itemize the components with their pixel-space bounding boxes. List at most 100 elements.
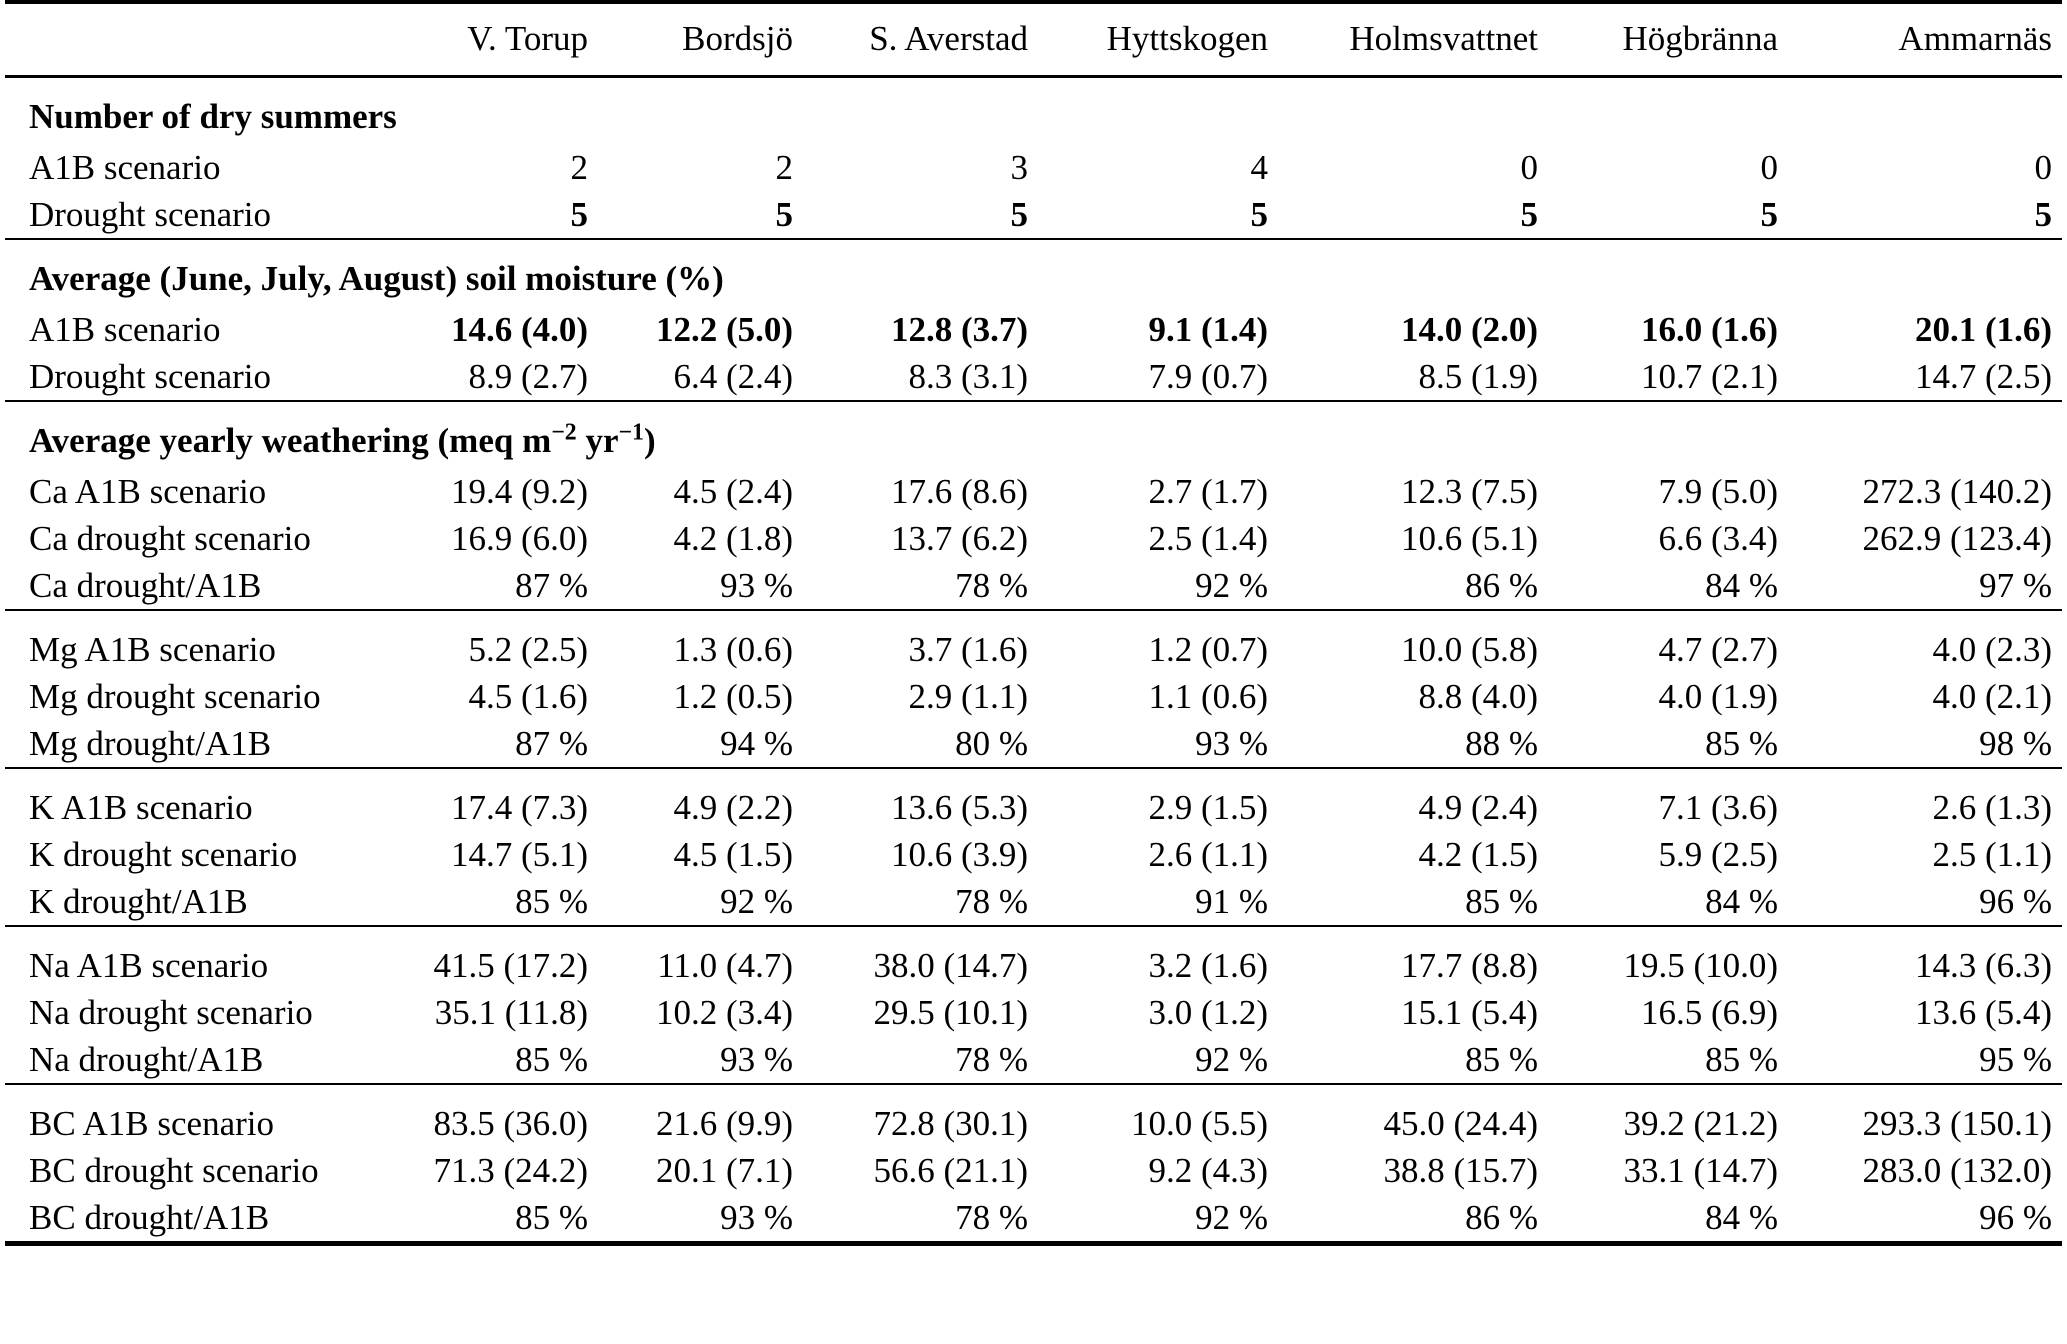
site-column-header: Hyttskogen xyxy=(1038,2,1278,78)
value-cell: 14.3 (6.3) xyxy=(1788,925,2062,989)
site-column-header: Högbränna xyxy=(1548,2,1788,78)
value-cell: 39.2 (21.2) xyxy=(1548,1083,1788,1147)
value-cell: 85 % xyxy=(515,1198,588,1237)
section-title: Average (June, July, August) soil moistu… xyxy=(5,238,2062,306)
table-header: V. Torup Bordsjö S. Averstad Hyttskogen Holm… xyxy=(5,2,2062,78)
value-cell: 8.3 (3.1) xyxy=(908,357,1028,396)
value-cell: 1.2 (0.5) xyxy=(673,677,793,716)
value-cell: 93 % xyxy=(1195,724,1268,763)
site-column-header: V. Torup xyxy=(430,2,598,78)
value-cell: 4.0 (2.3) xyxy=(1788,609,2062,673)
value-cell: 72.8 (30.1) xyxy=(803,1083,1038,1147)
value-cell: 85 % xyxy=(1465,882,1538,921)
value-cell: 4.7 (2.7) xyxy=(1548,609,1788,673)
value-cell: 87 % xyxy=(515,724,588,763)
value-cell: 4.2 (1.5) xyxy=(1418,835,1538,874)
value-cell: 8.9 (2.7) xyxy=(468,357,588,396)
value-cell: 5 xyxy=(1760,195,1779,234)
value-cell: 78 % xyxy=(955,1040,1028,1079)
value-cell: 4.5 (1.6) xyxy=(468,677,588,716)
value-cell: 2.9 (1.5) xyxy=(1038,767,1278,831)
column-header-row: V. Torup Bordsjö S. Averstad Hyttskogen Holm… xyxy=(5,2,2062,78)
value-cell: 85 % xyxy=(1705,1040,1778,1079)
value-cell: 1.3 (0.6) xyxy=(598,609,803,673)
value-cell: 5.9 (2.5) xyxy=(1658,835,1778,874)
site-column-header: Ammarnäs xyxy=(1788,2,2062,78)
value-cell: 3.0 (1.2) xyxy=(1148,993,1268,1032)
value-cell: 14.7 (5.1) xyxy=(450,835,588,874)
value-cell: 98 % xyxy=(1979,724,2052,763)
value-cell: 33.1 (14.7) xyxy=(1623,1151,1778,1190)
value-cell: 20.1 (7.1) xyxy=(655,1151,793,1190)
value-cell: 11.0 (4.7) xyxy=(598,925,803,989)
site-column-header: S. Averstad xyxy=(803,2,1038,78)
value-cell: 283.0 (132.0) xyxy=(1862,1151,2052,1190)
value-cell: 56.6 (21.1) xyxy=(873,1151,1028,1190)
value-cell: 9.1 (1.4) xyxy=(1148,310,1268,349)
row-label: Mg drought/A1B xyxy=(29,724,272,763)
table-row: K A1B scenario 17.4 (7.3) 4.9 (2.2) 13.6 (5… xyxy=(5,767,2062,831)
value-cell: 86 % xyxy=(1465,566,1538,605)
table-row: Na drought/A1B 85 % 93 % 78 % 92 % 85 % 85 % 95… xyxy=(5,1036,2062,1084)
value-cell: 2.6 (1.1) xyxy=(1148,835,1268,874)
value-cell: 97 % xyxy=(1979,566,2052,605)
value-cell: 88 % xyxy=(1465,724,1538,763)
value-cell: 14.7 (2.5) xyxy=(1914,357,2052,396)
value-cell: 92 % xyxy=(1195,566,1268,605)
value-cell: 2.5 (1.4) xyxy=(1148,519,1268,558)
value-cell: 1.2 (0.7) xyxy=(1038,609,1278,673)
value-cell: 14.0 (2.0) xyxy=(1400,310,1538,349)
row-label: BC drought scenario xyxy=(29,1151,319,1190)
value-cell: 14.6 (4.0) xyxy=(450,310,588,349)
value-cell: 12.2 (5.0) xyxy=(655,310,793,349)
table-row: K drought/A1B 85 % 92 % 78 % 91 % 85 % 84 % 96 … xyxy=(5,878,2062,926)
value-cell: 16.9 (6.0) xyxy=(450,519,588,558)
value-cell: 87 % xyxy=(515,566,588,605)
value-cell: 86 % xyxy=(1465,1198,1538,1237)
section-title-row: Average yearly weathering (meq m−2 yr−1) xyxy=(5,400,2062,468)
value-cell: 96 % xyxy=(1979,1198,2052,1237)
value-cell: 5 xyxy=(775,195,794,234)
site-column-header: Bordsjö xyxy=(598,2,803,78)
value-cell: 78 % xyxy=(955,566,1028,605)
section-weathering-ca: Average yearly weathering (meq m−2 yr−1)… xyxy=(5,400,2062,610)
value-cell: 5 xyxy=(1010,195,1029,234)
section-weathering-bc: BC A1B scenario 83.5 (36.0) 21.6 (9.9) 72.8… xyxy=(5,1083,2062,1244)
table-row: Drought scenario 8.9 (2.7) 6.4 (2.4) 8.3 (3… xyxy=(5,353,2062,401)
value-cell: 4.9 (2.2) xyxy=(598,767,803,831)
value-cell: 38.8 (15.7) xyxy=(1383,1151,1538,1190)
value-cell: 19.5 (10.0) xyxy=(1548,925,1788,989)
table-row: A1B scenario 2 2 3 4 0 0 0 xyxy=(5,144,2062,191)
table-row: BC drought/A1B 85 % 93 % 78 % 92 % 86 % 84 % 96… xyxy=(5,1194,2062,1244)
value-cell: 13.6 (5.3) xyxy=(803,767,1038,831)
value-cell: 93 % xyxy=(720,566,793,605)
value-cell: 92 % xyxy=(1195,1040,1268,1079)
value-cell: 3.7 (1.6) xyxy=(803,609,1038,673)
value-cell: 2 xyxy=(775,148,794,187)
table-row: A1B scenario 14.6 (4.0) 12.2 (5.0) 12.8 (3.… xyxy=(5,306,2062,353)
value-cell: 12.3 (7.5) xyxy=(1400,472,1538,511)
value-cell: 262.9 (123.4) xyxy=(1862,519,2052,558)
value-cell: 2.7 (1.7) xyxy=(1148,472,1268,511)
section-weathering-k: K A1B scenario 17.4 (7.3) 4.9 (2.2) 13.6 (5… xyxy=(5,767,2062,926)
value-cell: 10.0 (5.8) xyxy=(1278,609,1548,673)
value-cell: 96 % xyxy=(1979,882,2052,921)
value-cell: 0 xyxy=(1520,148,1539,187)
value-cell: 15.1 (5.4) xyxy=(1400,993,1538,1032)
row-label: Ca drought scenario xyxy=(29,519,311,558)
value-cell: 94 % xyxy=(720,724,793,763)
value-cell: 4.0 (1.9) xyxy=(1658,677,1778,716)
value-cell: 91 % xyxy=(1195,882,1268,921)
row-label: Drought scenario xyxy=(29,195,272,234)
value-cell: 0 xyxy=(1760,148,1779,187)
table-row: K drought scenario 14.7 (5.1) 4.5 (1.5) 10.… xyxy=(5,831,2062,878)
section-title: Average yearly weathering (meq m−2 yr−1) xyxy=(5,400,2062,468)
table-row: Ca A1B scenario 19.4 (9.2) 4.5 (2.4) 17.6 (… xyxy=(5,468,2062,515)
site-column-header: Holmsvattnet xyxy=(1278,2,1548,78)
value-cell: 84 % xyxy=(1705,882,1778,921)
row-label: Na drought scenario xyxy=(29,993,313,1032)
table-row: Mg A1B scenario 5.2 (2.5) 1.3 (0.6) 3.7 (1.… xyxy=(5,609,2062,673)
value-cell: 85 % xyxy=(515,882,588,921)
value-cell: 78 % xyxy=(955,882,1028,921)
value-cell: 7.1 (3.6) xyxy=(1548,767,1788,831)
